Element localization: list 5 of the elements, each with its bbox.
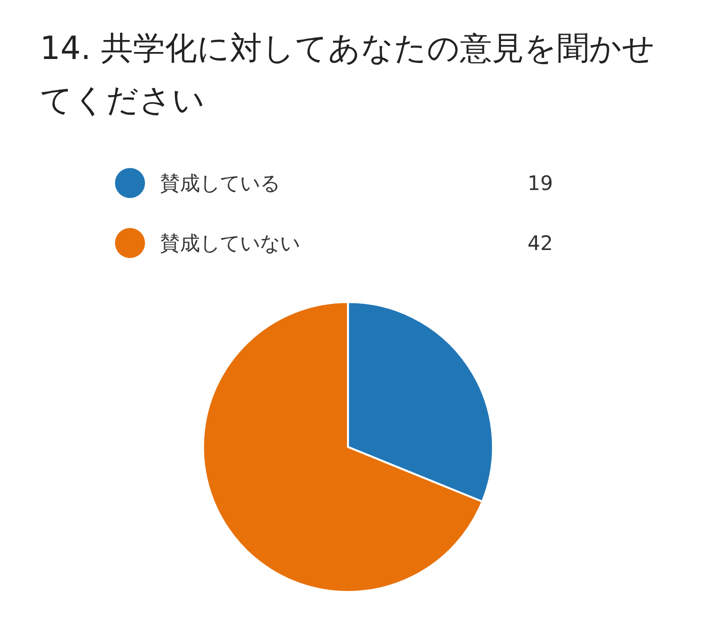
data-label: 42 bbox=[528, 231, 553, 255]
chart-title: 14. 共学化に対してあなたの意見を聞かせてください bbox=[40, 28, 656, 121]
data-label: 19 bbox=[528, 171, 553, 195]
legend-label: 賛成している bbox=[160, 171, 280, 195]
legend-label: 賛成していない bbox=[160, 231, 300, 255]
